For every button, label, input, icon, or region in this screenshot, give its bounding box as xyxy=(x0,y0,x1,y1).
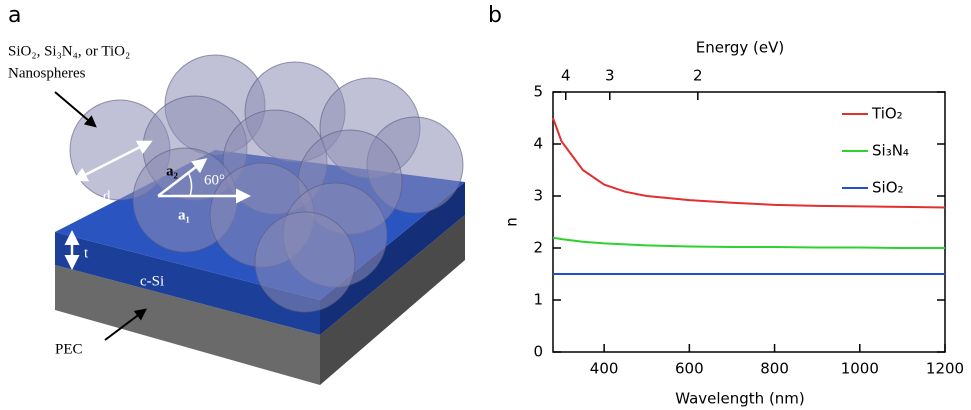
plot-frame xyxy=(553,92,945,352)
x2-tick-label: 3 xyxy=(605,67,615,85)
x2-tick-label: 2 xyxy=(693,67,703,85)
pec-label: PEC xyxy=(55,341,83,357)
y-tick-label: 3 xyxy=(533,187,543,205)
x2-tick-label: 4 xyxy=(561,67,571,85)
y-tick-label: 2 xyxy=(533,239,543,257)
annotation: SiO₂, Si₃N₄, or TiO₂ xyxy=(8,43,130,59)
x-tick-label: 600 xyxy=(675,360,704,378)
a2-label: a₂ xyxy=(166,163,179,179)
x-tick-label: 1200 xyxy=(926,360,964,378)
x-tick-label: 1000 xyxy=(841,360,879,378)
y-tick-label: 4 xyxy=(533,135,543,153)
legend-label: Si₃N₄ xyxy=(872,142,909,160)
panel-label: b xyxy=(488,3,502,28)
y-tick-label: 5 xyxy=(533,83,543,101)
angle-label: 60° xyxy=(204,172,225,188)
legend-label: TiO₂ xyxy=(871,105,903,123)
annotation-arrow xyxy=(55,92,95,126)
y-tick-label: 0 xyxy=(533,343,543,361)
annotation: Nanospheres xyxy=(8,65,86,81)
schematic: a SiO₂, Si₃N₄, or TiO₂ Nanospheres d a₂ … xyxy=(8,3,465,385)
y-axis-label: n xyxy=(503,217,521,227)
chart: b Energy (eV) Wavelength (nm) n 01234540… xyxy=(488,3,964,408)
x-tick-label: 400 xyxy=(590,360,619,378)
x-tick-label: 800 xyxy=(760,360,789,378)
d-label: d xyxy=(103,188,111,204)
x2-axis-label: Energy (eV) xyxy=(696,39,784,57)
y-tick-label: 1 xyxy=(533,291,543,309)
layer-label: c-Si xyxy=(140,273,164,289)
page: a SiO₂, Si₃N₄, or TiO₂ Nanospheres d a₂ … xyxy=(0,0,971,410)
x-axis-label: Wavelength (nm) xyxy=(675,390,805,408)
a1-label: a₁ xyxy=(178,207,190,223)
figure: a SiO₂, Si₃N₄, or TiO₂ Nanospheres d a₂ … xyxy=(0,0,971,410)
series-line xyxy=(553,238,945,248)
legend-label: SiO₂ xyxy=(872,179,904,197)
panel-label: a xyxy=(8,3,21,28)
